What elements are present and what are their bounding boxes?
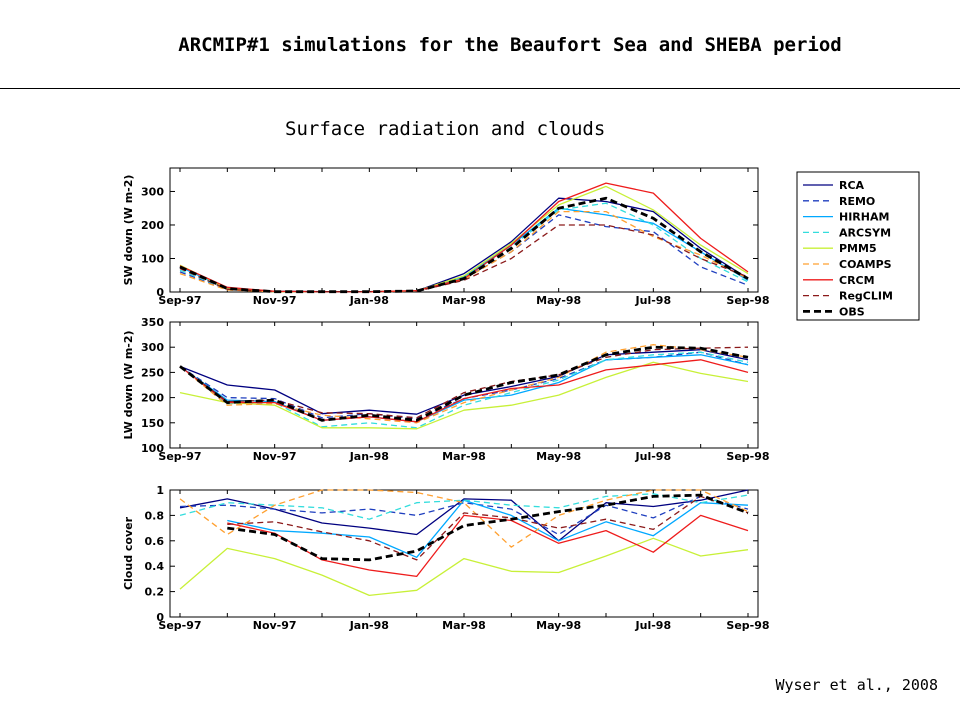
series-line-regclim-panel-3 — [227, 495, 749, 561]
series-line-rca-panel-2 — [179, 349, 749, 415]
y-tick-label: 300 — [141, 185, 164, 198]
y-tick-label: 0 — [156, 611, 164, 624]
x-tick-label: Mar-98 — [442, 294, 486, 307]
y-tick-label: 0.4 — [145, 560, 165, 573]
series-line-obs-panel-1 — [179, 196, 749, 294]
y-tick-label: 150 — [141, 417, 164, 430]
x-tick-label: Sep-97 — [158, 450, 201, 463]
legend-label-obs: OBS — [839, 305, 865, 318]
x-tick-label: Jan-98 — [349, 450, 389, 463]
y-tick-label: 0.2 — [145, 586, 165, 599]
x-tick-label: Sep-97 — [158, 294, 201, 307]
series-line-pmm5-panel-2 — [179, 361, 749, 430]
series-line-regclim-panel-2 — [179, 346, 749, 419]
y-axis-label: Cloud cover — [122, 516, 135, 590]
y-tick-label: 100 — [141, 252, 164, 265]
y-tick-label: 0 — [156, 286, 164, 299]
series-line-crcm-panel-2 — [179, 359, 749, 423]
legend-label-remo: REMO — [839, 195, 875, 208]
y-tick-label: 200 — [141, 392, 164, 405]
series-line-hirham-panel-3 — [227, 499, 749, 558]
y-tick-label: 350 — [141, 316, 164, 329]
x-tick-label: May-98 — [536, 294, 581, 307]
slide-title: ARCMIP#1 simulations for the Beaufort Se… — [178, 34, 842, 56]
x-tick-label: Jan-98 — [349, 294, 389, 307]
legend-label-arcsym: ARCSYM — [839, 226, 891, 239]
x-tick-label: Nov-97 — [253, 619, 297, 632]
x-tick-label: Jul-98 — [635, 450, 672, 463]
legend-label-crcm: CRCM — [839, 274, 875, 287]
legend-label-pmm5: PMM5 — [839, 242, 877, 255]
plot-frame-3 — [169, 489, 759, 618]
series-line-regclim-panel-1 — [179, 224, 749, 293]
legend-label-hirham: HIRHAM — [839, 211, 889, 224]
x-tick-label: May-98 — [536, 619, 581, 632]
series-line-remo-panel-3 — [179, 495, 749, 536]
x-tick-label: Mar-98 — [442, 619, 486, 632]
legend-label-coamps: COAMPS — [839, 258, 892, 271]
x-tick-label: Jul-98 — [635, 619, 672, 632]
x-tick-label: Sep-97 — [158, 619, 201, 632]
series-line-obs-panel-3 — [227, 493, 749, 562]
citation: Wyser et al., 2008 — [775, 676, 938, 694]
legend-label-regclim: RegCLIM — [839, 290, 893, 303]
y-axis-label: SW down (W m-2) — [122, 175, 135, 286]
x-tick-label: May-98 — [536, 450, 581, 463]
title-divider — [0, 88, 960, 89]
y-tick-label: 200 — [141, 219, 164, 232]
series-line-pmm5-panel-3 — [179, 537, 749, 597]
series-line-arcsym-panel-3 — [179, 493, 749, 520]
series-line-coamps-panel-3 — [179, 489, 749, 548]
chart-subtitle: Surface radiation and clouds — [285, 118, 606, 140]
y-tick-label: 0.8 — [145, 509, 165, 522]
x-tick-label: Sep-98 — [726, 450, 769, 463]
y-axis-label: LW down (W m-2) — [122, 330, 135, 439]
x-tick-label: Nov-97 — [253, 450, 297, 463]
y-tick-label: 1 — [156, 484, 164, 497]
x-tick-label: Mar-98 — [442, 450, 486, 463]
y-tick-label: 300 — [141, 341, 164, 354]
legend-label-rca: RCA — [839, 179, 865, 192]
x-tick-label: Nov-97 — [253, 294, 297, 307]
plot-frame-2 — [169, 321, 759, 449]
series-line-coamps-panel-2 — [179, 344, 749, 424]
series-line-arcsym-panel-2 — [179, 351, 749, 429]
x-tick-label: Sep-98 — [726, 294, 769, 307]
x-tick-label: Jul-98 — [635, 294, 672, 307]
y-tick-label: 0.6 — [145, 535, 165, 548]
y-tick-label: 250 — [141, 366, 164, 379]
x-tick-label: Sep-98 — [726, 619, 769, 632]
y-tick-label: 100 — [141, 442, 164, 455]
x-tick-label: Jan-98 — [349, 619, 389, 632]
series-line-hirham-panel-2 — [179, 354, 749, 423]
